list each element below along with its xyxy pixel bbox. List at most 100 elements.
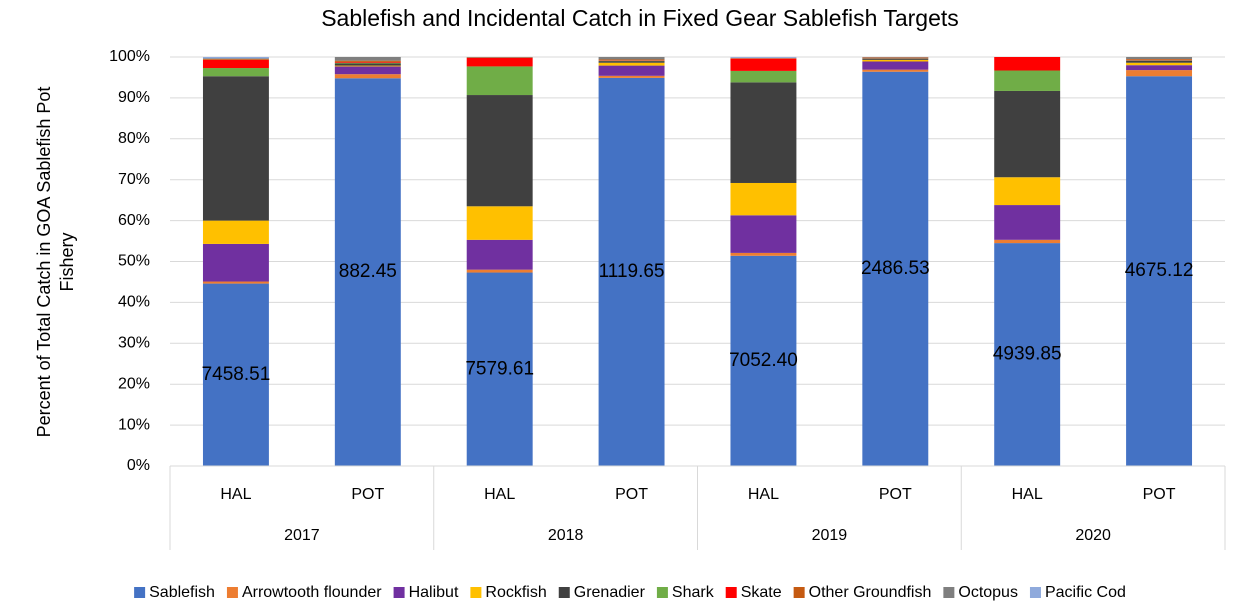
bar-segment: [1126, 57, 1193, 60]
legend-label: Other Groundfish: [809, 584, 932, 601]
bar-segment: [334, 66, 401, 75]
x-tick-label: HAL: [748, 486, 779, 503]
bar-segment: [730, 182, 797, 216]
x-tick-label: HAL: [484, 486, 515, 503]
bar-segment: [202, 243, 269, 282]
legend-label: Octopus: [958, 584, 1018, 601]
y-tick-label: 90%: [118, 89, 150, 106]
bar-label: 1119.65: [599, 261, 665, 282]
bar-segment: [862, 69, 929, 72]
y-axis-title: Percent of Total Catch in GOA Sablefish …: [34, 87, 77, 438]
legend: Sablefish Arrowtooth flounder Halibut Rockf…: [134, 584, 1126, 601]
legend-swatch: [558, 587, 570, 598]
bar-label: 4939.85: [993, 344, 1062, 365]
bar-segment: [994, 70, 1061, 91]
bar-segment: [1126, 65, 1193, 71]
bar-segment: [730, 70, 797, 83]
y-tick-label: 30%: [118, 335, 150, 352]
group-label: 2019: [812, 527, 848, 544]
chart-title: Sablefish and Incidental Catch in Fixed …: [321, 5, 959, 31]
bar-segment: [466, 269, 533, 273]
y-tick-label: 70%: [118, 171, 150, 188]
bar-segment: [598, 75, 665, 78]
bar-segment: [598, 77, 665, 466]
bar-segment: [994, 239, 1061, 244]
bar-segment: [862, 71, 929, 466]
bar-segment: [730, 58, 797, 71]
x-tick-label: HAL: [220, 486, 251, 503]
bar-segment: [466, 272, 533, 466]
bar-segment: [202, 76, 269, 221]
y-tick-label: 50%: [118, 253, 150, 270]
bar-segment: [334, 74, 401, 79]
bar-segment: [1126, 59, 1193, 60]
legend-swatch: [393, 587, 405, 598]
bar-segment: [202, 281, 269, 284]
bar-segment: [334, 78, 401, 466]
bar-segment: [598, 65, 665, 76]
bar-segment: [1126, 76, 1193, 467]
bar-segment: [334, 60, 401, 62]
bar-segment: [994, 205, 1061, 240]
x-tick-label: POT: [351, 486, 384, 503]
bar-segment: [334, 57, 401, 61]
y-tick-label: 100%: [109, 48, 150, 65]
bar-segment: [598, 57, 665, 60]
y-tick-label: 10%: [118, 416, 150, 433]
group-label: 2020: [1075, 527, 1111, 544]
bar-segment: [202, 57, 269, 59]
bar-segment: [1126, 60, 1193, 63]
legend-label: Sablefish: [149, 584, 215, 601]
legend-label: Arrowtooth flounder: [242, 584, 382, 601]
bar-segment: [598, 59, 665, 61]
legend-swatch: [793, 587, 805, 598]
bar-segment: [994, 177, 1061, 206]
bar-segment: [994, 57, 1061, 71]
y-tick-label: 40%: [118, 294, 150, 311]
bar-label: 7052.40: [729, 350, 798, 371]
bar-segment: [994, 243, 1061, 466]
bar-segment: [202, 58, 269, 60]
legend-label: Rockfish: [485, 584, 546, 601]
x-tick-label: POT: [615, 486, 648, 503]
bar-label: 7579.61: [465, 358, 534, 379]
bar-segment: [1126, 70, 1193, 77]
legend-label: Grenadier: [574, 584, 646, 601]
bar-segment: [466, 239, 533, 270]
bar-segment: [202, 59, 269, 60]
group-label: 2017: [284, 527, 320, 544]
y-tick-label: 80%: [118, 130, 150, 147]
bar-segment: [466, 57, 533, 67]
bar-label: 7458.51: [202, 364, 271, 385]
bar-segment: [730, 82, 797, 183]
legend-label: Skate: [741, 584, 782, 601]
bar-segment: [730, 57, 797, 58]
bar-segment: [334, 63, 401, 66]
legend-label: Shark: [672, 584, 715, 601]
bar-label: 2486.53: [861, 258, 930, 279]
x-tick-label: POT: [1143, 486, 1176, 503]
y-tick-label: 0%: [127, 457, 150, 474]
bar-segment: [1126, 62, 1193, 66]
bar-segment: [730, 255, 797, 466]
bar-segment: [862, 58, 929, 60]
bar-segment: [994, 90, 1061, 178]
legend-swatch: [1029, 587, 1041, 598]
bar-segment: [598, 62, 665, 66]
y-axis-title-line: Fishery: [57, 232, 77, 291]
legend-swatch: [470, 587, 482, 598]
group-label: 2018: [548, 527, 584, 544]
bar-segment: [730, 215, 797, 253]
legend-swatch: [725, 587, 737, 598]
legend-label: Halibut: [409, 584, 459, 601]
bar-segment: [334, 62, 401, 64]
bar-segment: [334, 65, 401, 67]
bar-segment: [598, 61, 665, 63]
x-tick-label: POT: [879, 486, 912, 503]
bar-segment: [202, 220, 269, 244]
bar-segment: [730, 252, 797, 256]
bar-segment: [862, 61, 929, 70]
bar-segment: [466, 95, 533, 207]
y-tick-label: 60%: [118, 212, 150, 229]
